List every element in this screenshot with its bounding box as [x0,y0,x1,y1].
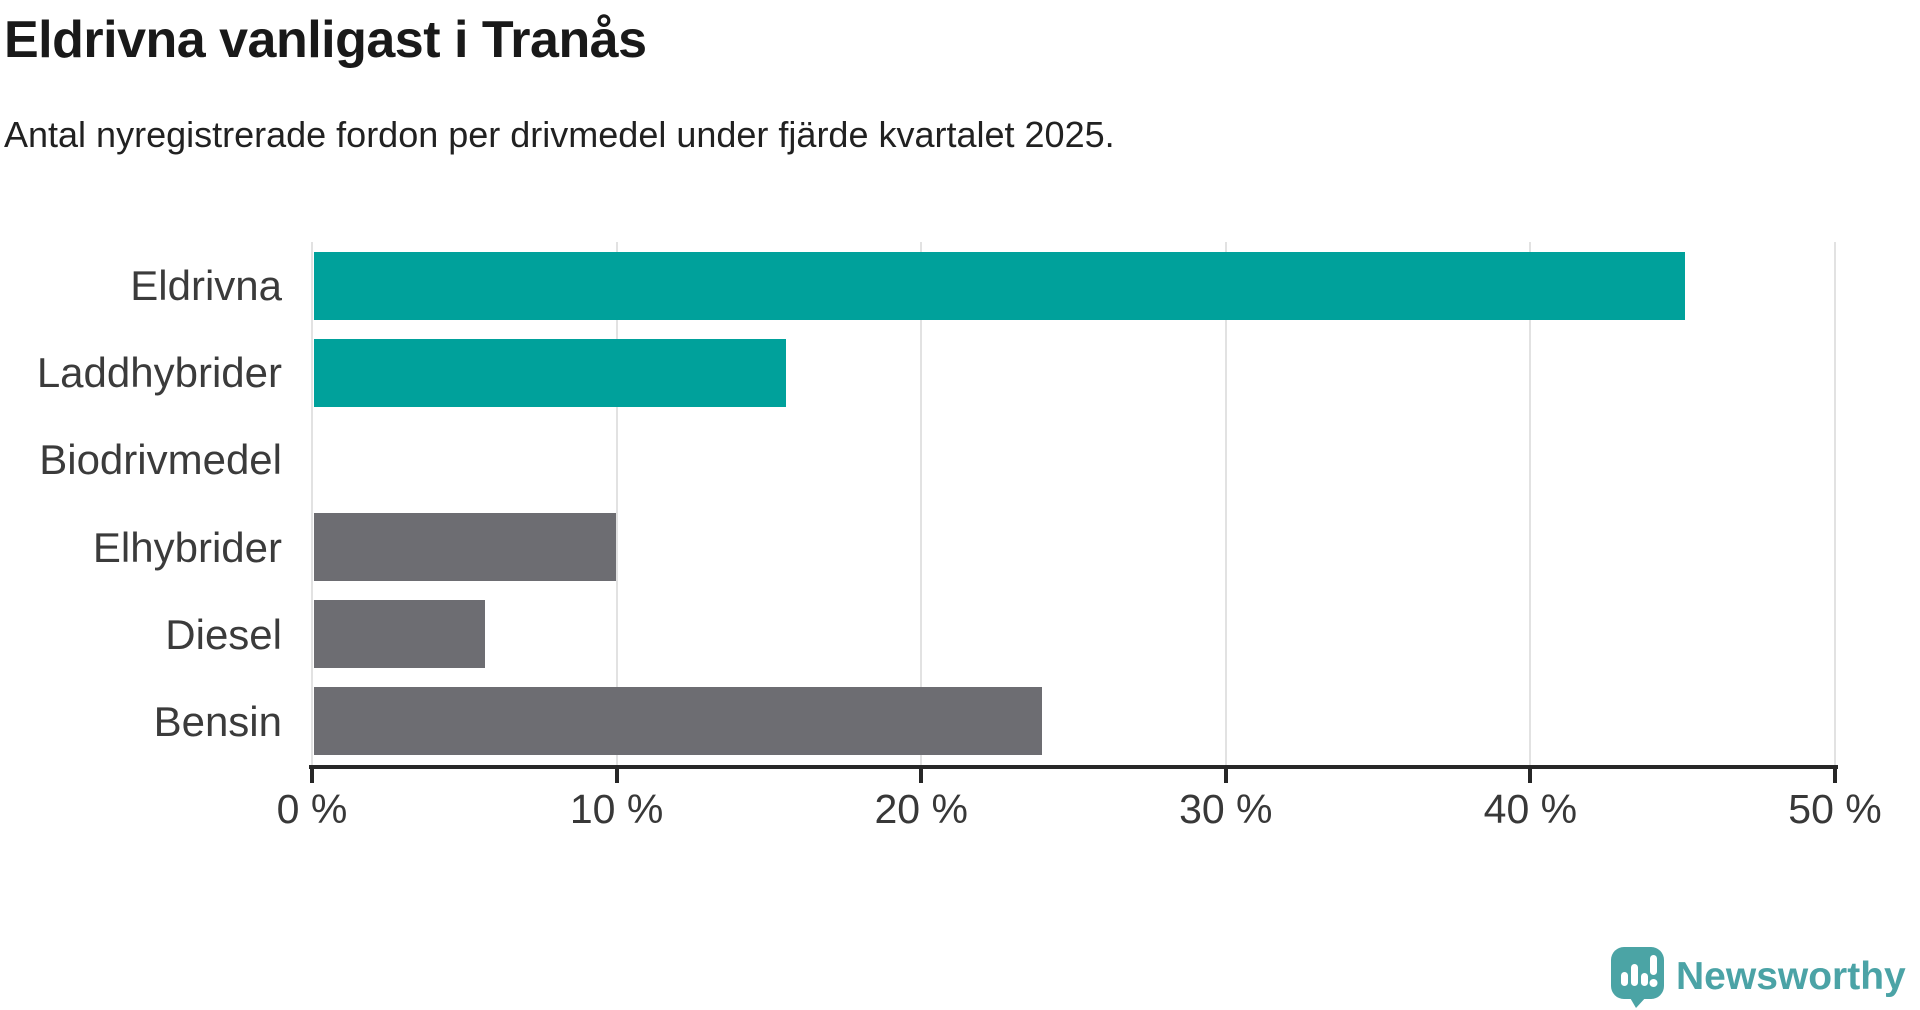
x-axis-tick-mark [310,769,314,783]
category-label-laddhybrider: Laddhybrider [36,349,282,397]
newsworthy-pin-bar-chart-icon [1611,947,1664,1008]
gridline [615,242,618,765]
x-axis-tick-mark [614,769,619,783]
gridline [311,242,313,765]
category-axis-labels: Eldrivna Laddhybrider Biodrivmedel Elhybrid… [0,242,282,765]
gridline [1529,242,1532,765]
category-label-bensin: Bensin [153,697,282,745]
newsworthy-logo-text: Newsworthy [1676,955,1906,998]
category-label-diesel: Diesel [165,610,282,658]
gridline [1834,242,1836,765]
x-axis-tick-mark [1528,769,1533,783]
x-axis-tick-label: 50 % [1788,786,1882,832]
x-axis-tick-label: 30 % [1179,786,1273,832]
chart-subtitle: Antal nyregistrerade fordon per drivmede… [4,114,1115,155]
gridline [920,242,923,765]
x-axis-tick-mark [919,769,924,783]
x-axis-tick-mark [1833,769,1837,783]
bar-elhybrider [314,513,616,582]
x-axis-tick-mark [1223,769,1228,783]
x-axis-line [309,765,1838,769]
chart-title: Eldrivna vanligast i Tranås [4,11,647,69]
bar-eldrivna [314,251,1685,320]
category-label-elhybrider: Elhybrider [92,523,282,571]
newsworthy-logo: Newsworthy [1610,946,1906,1008]
category-label-eldrivna: Eldrivna [130,262,282,309]
x-axis-tick-label: 0 % [276,786,348,832]
category-label-biodrivmedel: Biodrivmedel [39,436,282,484]
bar-laddhybrider [314,338,787,407]
x-axis-tick-label: 40 % [1483,786,1578,832]
x-axis-tick-label: 20 % [874,786,968,832]
gridline [1224,242,1227,765]
x-axis-tick-label: 10 % [569,786,664,832]
plot-area [311,242,1836,765]
bar-diesel [314,600,485,669]
bar-bensin [314,687,1042,756]
